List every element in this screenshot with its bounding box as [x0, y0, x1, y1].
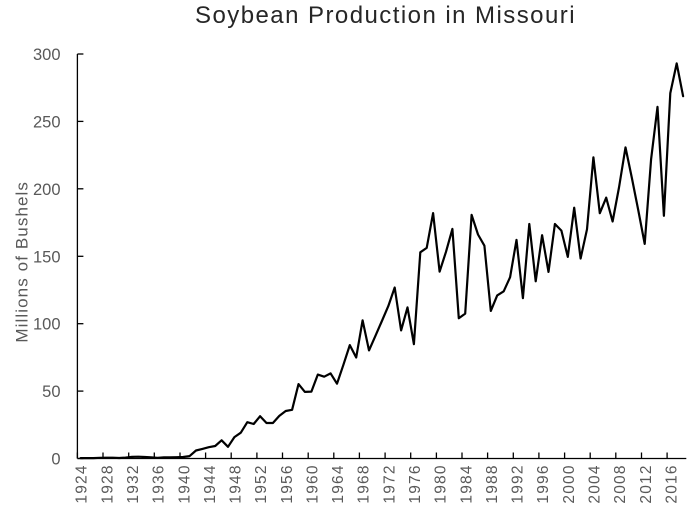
- svg-text:1944: 1944: [202, 464, 219, 503]
- svg-text:1956: 1956: [279, 464, 296, 503]
- svg-text:1972: 1972: [381, 464, 398, 503]
- svg-text:2008: 2008: [612, 464, 629, 503]
- svg-text:50: 50: [42, 383, 60, 401]
- svg-text:150: 150: [33, 248, 61, 266]
- svg-text:Millions of Bushels: Millions of Bushels: [13, 181, 32, 343]
- svg-text:2016: 2016: [663, 464, 680, 503]
- svg-text:1980: 1980: [433, 464, 450, 503]
- svg-text:1940: 1940: [176, 464, 193, 503]
- svg-text:1960: 1960: [305, 464, 322, 503]
- svg-text:1928: 1928: [99, 464, 116, 503]
- svg-text:1932: 1932: [125, 464, 142, 503]
- svg-text:1924: 1924: [74, 464, 91, 503]
- svg-text:1996: 1996: [535, 464, 552, 503]
- svg-text:100: 100: [33, 316, 61, 334]
- svg-text:1952: 1952: [253, 464, 270, 503]
- svg-text:2000: 2000: [561, 464, 578, 503]
- svg-text:1936: 1936: [151, 464, 168, 503]
- svg-text:1968: 1968: [356, 464, 373, 503]
- svg-text:250: 250: [33, 113, 61, 131]
- svg-text:1984: 1984: [458, 464, 475, 503]
- svg-text:Soybean Production in Missouri: Soybean Production in Missouri: [195, 2, 576, 29]
- svg-text:300: 300: [33, 46, 61, 64]
- svg-text:1988: 1988: [484, 464, 501, 503]
- svg-text:1976: 1976: [407, 464, 424, 503]
- svg-text:2004: 2004: [587, 464, 604, 503]
- svg-text:200: 200: [33, 181, 61, 199]
- svg-text:1948: 1948: [228, 464, 245, 503]
- svg-text:1992: 1992: [510, 464, 527, 503]
- svg-text:2012: 2012: [638, 464, 655, 503]
- svg-text:0: 0: [51, 451, 60, 469]
- svg-text:1964: 1964: [330, 464, 347, 503]
